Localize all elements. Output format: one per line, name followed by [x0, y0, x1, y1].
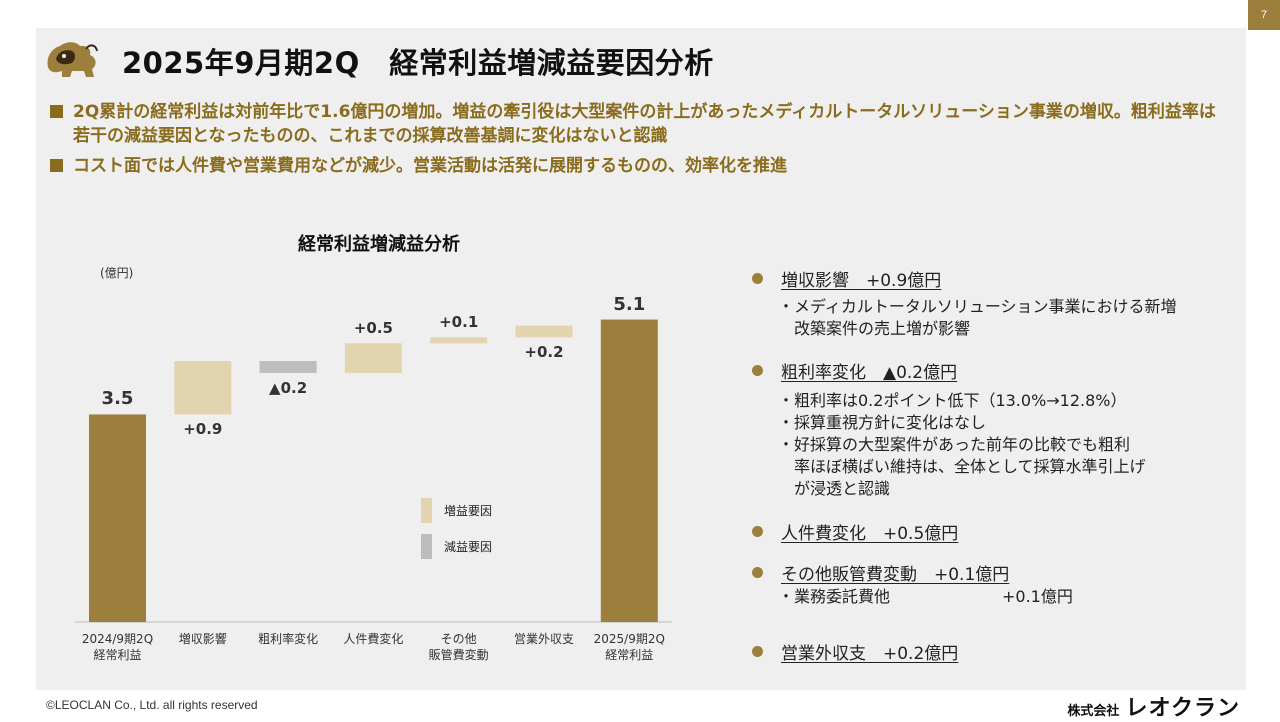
waterfall-bar [430, 337, 488, 344]
summary-bullet: コスト面では人件費や営業費用などが減少。営業活動は活発に展開するものの、効率化を… [46, 154, 1226, 178]
chart-unit-label: (億円) [100, 266, 134, 280]
factor-item: その他販管費変動 +0.1億円 [752, 560, 1009, 585]
waterfall-bar [600, 319, 658, 622]
chart-title: 経常利益増減益分析 [298, 234, 460, 255]
square-bullet-icon [50, 159, 63, 172]
bar-value-label: 5.1 [613, 293, 646, 315]
legend-label: 増益要因 [444, 504, 493, 518]
legend-swatch [421, 534, 432, 559]
summary-bullet: 2Q累計の経常利益は対前年比で1.6億円の増加。増益の牽引役は大型案件の計上があ… [46, 100, 1226, 148]
page-number: 7 [1248, 0, 1280, 30]
category-label: 2025/9期2Q 経常利益 [593, 632, 665, 662]
bar-value-label: ▲0.2 [269, 378, 308, 397]
legend-item-increase: 増益要因 [421, 498, 492, 523]
factor-detail: ・粗利率は0.2ポイント低下（13.0%→12.8%） ・採算重視方針に変化はな… [778, 391, 1146, 498]
bullet-dot-icon [752, 526, 763, 537]
category-label: 営業外収支 [513, 632, 574, 646]
legend-swatch [421, 498, 432, 523]
bullet-text: コスト面では人件費や営業費用などが減少。営業活動は活発に展開するものの、効率化を… [73, 156, 787, 176]
factor-title: 人件費変化 +0.5億円 [781, 524, 959, 544]
factor-item: 増収影響 +0.9億円 [752, 266, 941, 291]
bar-value-label: +0.9 [183, 420, 223, 439]
bullet-dot-icon [752, 646, 763, 657]
factor-item: 営業外収支 +0.2億円 [752, 639, 958, 664]
bullet-text: 2Q累計の経常利益は対前年比で1.6億円の増加。増益の牽引役は大型案件の計上があ… [73, 102, 1216, 146]
legend-item-decrease: 減益要因 [421, 534, 492, 559]
bar-value-label: +0.5 [353, 319, 393, 338]
square-bullet-icon [50, 105, 63, 118]
factor-title: 営業外収支 +0.2億円 [781, 644, 959, 664]
bar-value-label: 3.5 [101, 388, 134, 410]
bullet-dot-icon [752, 273, 763, 284]
category-label: 2024/9期2Q 経常利益 [81, 632, 154, 662]
waterfall-bar [174, 361, 232, 415]
summary-bullets: 2Q累計の経常利益は対前年比で1.6億円の増加。増益の牽引役は大型案件の計上があ… [46, 100, 1226, 184]
company-prefix: 株式会社 [1067, 704, 1120, 719]
category-label: 人件費変化 [343, 632, 404, 646]
factor-title: その他販管費変動 +0.1億円 [781, 565, 1010, 585]
page-title: 2025年9月期2Q 経常利益増減益要因分析 [122, 46, 714, 80]
company-logo: 株式会社 レオクラン [1067, 690, 1240, 722]
company-name: レオクラン [1125, 696, 1240, 721]
factor-title: 粗利率変化 ▲0.2億円 [781, 363, 958, 383]
waterfall-bar [259, 361, 317, 373]
factor-item: 人件費変化 +0.5億円 [752, 519, 958, 544]
legend-label: 減益要因 [444, 540, 493, 554]
category-label: 増収影響 [178, 632, 227, 646]
waterfall-bar [344, 343, 402, 373]
factor-item: 粗利率変化 ▲0.2億円 [752, 358, 957, 383]
factor-title: 増収影響 +0.9億円 [781, 271, 942, 291]
category-label: その他 販管費変動 [428, 632, 489, 662]
copyright-text: ©LEOCLAN Co., Ltd. all rights reserved [46, 698, 258, 712]
bullet-dot-icon [752, 567, 763, 578]
bullet-dot-icon [752, 365, 763, 376]
category-label: 粗利率変化 [258, 632, 319, 646]
waterfall-bar [89, 414, 146, 622]
bar-value-label: +0.2 [524, 343, 564, 362]
factor-detail: ・業務委託費他 +0.1億円 [778, 587, 1073, 606]
lion-logo-icon [47, 42, 98, 77]
factor-detail: ・メディカルトータルソリューション事業における新増 改築案件の売上増が影響 [778, 297, 1177, 338]
waterfall-bar [515, 325, 573, 338]
bar-value-label: +0.1 [439, 313, 479, 332]
